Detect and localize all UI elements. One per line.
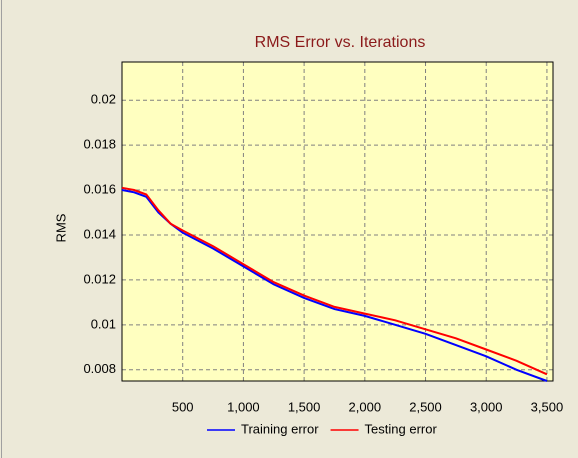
legend-label: Training error	[241, 421, 319, 436]
x-tick-label: 2,000	[349, 399, 382, 414]
x-tick-label: 500	[172, 399, 194, 414]
x-tick-label: 3,000	[470, 399, 503, 414]
series-line	[121, 186, 548, 376]
y-tick-label: 0.018	[83, 137, 116, 152]
x-tick-label: 2,500	[409, 399, 442, 414]
chart-title: RMS Error vs. Iterations	[255, 34, 426, 51]
y-axis-label: RMS	[53, 213, 68, 242]
x-tick-label: 1,500	[288, 399, 321, 414]
y-tick-label: 0.008	[83, 361, 116, 376]
y-tick-label: 0.016	[83, 181, 116, 196]
x-tick-label: 1,000	[227, 399, 260, 414]
y-tick-label: 0.014	[83, 226, 116, 241]
plot-area	[122, 62, 553, 381]
y-tick-label: 0.012	[83, 271, 116, 286]
y-tick-label: 0.02	[91, 92, 116, 107]
plot-border	[121, 61, 554, 382]
y-tick-label: 0.01	[91, 316, 116, 331]
x-tick-label: 3,500	[531, 399, 564, 414]
legend-label: Testing error	[365, 421, 438, 436]
series-line	[121, 189, 548, 382]
